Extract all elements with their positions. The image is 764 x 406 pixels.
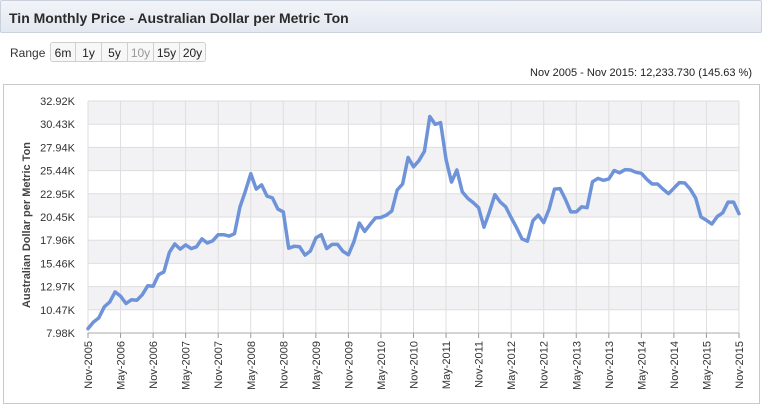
- x-tick-label: May-2009: [311, 341, 323, 390]
- y-tick-label: 27.94K: [40, 142, 76, 154]
- x-tick-label: May-2006: [116, 341, 128, 390]
- series-line-tin-price: [86, 114, 741, 331]
- x-tick-label: Nov-2012: [539, 341, 551, 389]
- y-tick-label: 30.43K: [40, 119, 76, 131]
- x-tick-label: Nov-2014: [669, 341, 681, 389]
- x-tick-label: Nov-2006: [148, 341, 160, 389]
- range-label: Range: [10, 46, 46, 60]
- x-axis-ticks: Nov-2005 May-2006 Nov-2006 May-2007 Nov-2007…: [83, 332, 746, 390]
- x-tick-label: May-2012: [506, 341, 518, 390]
- x-tick-label: Nov-2010: [409, 341, 421, 389]
- range-button-5y[interactable]: 5y: [102, 42, 128, 62]
- y-tick-label: 7.98K: [46, 328, 75, 340]
- range-button-15y[interactable]: 15y: [154, 42, 180, 62]
- y-tick-label: 25.44K: [40, 166, 76, 178]
- y-tick-label: 12.97K: [40, 282, 76, 294]
- range-summary: Nov 2005 - Nov 2015: 12,233.730 (145.63 …: [530, 67, 752, 79]
- y-axis-label: Australian Dollar per Metric Ton: [21, 142, 33, 308]
- y-axis-ticks: 7.98K 10.47K 12.97K 15.46K 17.96K 20.45K 22.95…: [40, 96, 76, 340]
- y-tick-label: 15.46K: [40, 258, 76, 270]
- x-tick-label: May-2008: [246, 341, 258, 390]
- range-button-1y[interactable]: 1y: [76, 42, 102, 62]
- chart-frame: [3, 84, 760, 404]
- y-tick-label: 32.92K: [40, 96, 76, 108]
- x-tick-label: May-2007: [181, 341, 193, 390]
- range-button-10y[interactable]: 10y: [128, 42, 154, 62]
- x-tick-label: May-2015: [701, 341, 713, 390]
- x-tick-label: Nov-2007: [213, 341, 225, 389]
- x-tick-label: May-2011: [441, 341, 453, 389]
- y-tick-label: 20.45K: [40, 212, 76, 224]
- x-tick-label: Nov-2005: [83, 341, 95, 389]
- x-tick-label: May-2014: [636, 341, 648, 390]
- x-tick-label: Nov-2011: [474, 341, 486, 388]
- x-tick-label: Nov-2009: [343, 341, 355, 389]
- y-tick-label: 10.47K: [40, 305, 76, 317]
- chart-title: Tin Monthly Price - Australian Dollar pe…: [9, 10, 349, 26]
- range-button-6m[interactable]: 6m: [50, 42, 76, 62]
- grid-lines: [87, 100, 740, 334]
- y-tick-label: 22.95K: [40, 189, 76, 201]
- x-tick-label: May-2013: [571, 341, 583, 390]
- x-tick-label: Nov-2015: [734, 341, 746, 389]
- range-buttons: 6m 1y 5y 10y 15y 20y: [50, 42, 206, 62]
- range-button-20y[interactable]: 20y: [180, 42, 206, 62]
- x-tick-label: May-2010: [376, 341, 388, 390]
- x-tick-label: Nov-2008: [278, 341, 290, 389]
- title-bar: Tin Monthly Price - Australian Dollar pe…: [0, 0, 762, 33]
- x-tick-label: Nov-2013: [604, 341, 616, 389]
- y-tick-label: 17.96K: [40, 235, 76, 247]
